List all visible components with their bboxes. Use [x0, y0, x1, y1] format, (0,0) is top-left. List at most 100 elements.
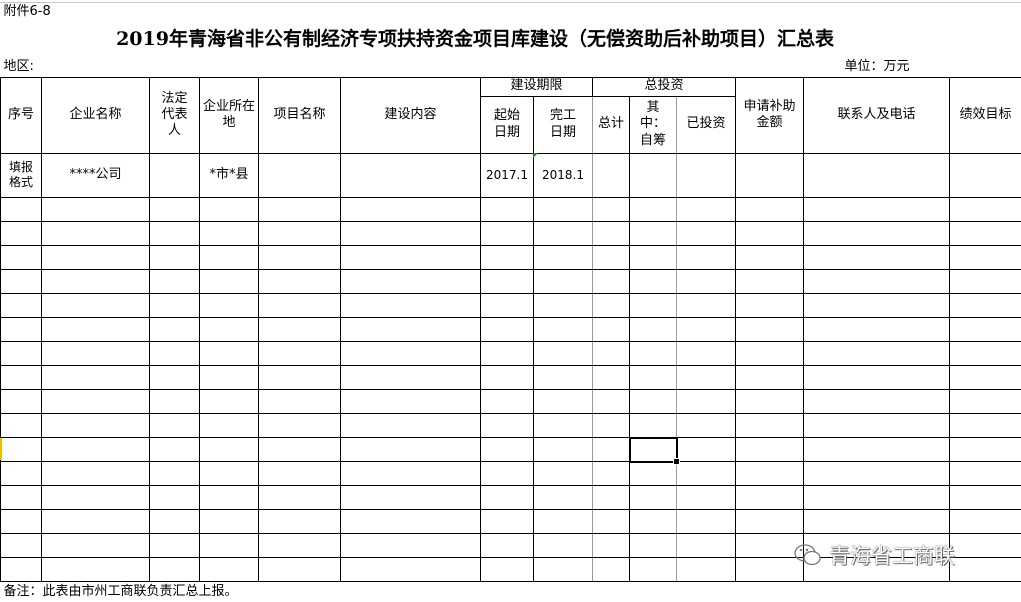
cell[interactable]	[0, 460, 42, 486]
header-self-raised[interactable]: 其中：自筹	[629, 95, 677, 154]
header-start-date[interactable]: 起始日期	[480, 95, 534, 154]
cell[interactable]	[199, 484, 259, 510]
cell[interactable]	[41, 388, 150, 414]
cell[interactable]	[802, 340, 951, 366]
example-company-name[interactable]: ****公司	[41, 152, 150, 198]
cell[interactable]	[735, 508, 804, 534]
cell[interactable]	[802, 508, 951, 534]
cell[interactable]	[592, 556, 630, 582]
cell[interactable]	[676, 316, 736, 342]
header-seq[interactable]: 序号	[0, 76, 42, 154]
cell[interactable]	[735, 484, 804, 510]
cell[interactable]	[592, 316, 630, 342]
cell[interactable]	[480, 316, 534, 342]
cell[interactable]	[199, 388, 259, 414]
cell[interactable]	[258, 556, 341, 582]
cell[interactable]	[41, 244, 150, 270]
header-period[interactable]: 建设期限	[480, 76, 593, 97]
header-location[interactable]: 企业所在地	[199, 76, 259, 154]
cell[interactable]	[802, 412, 951, 438]
cell[interactable]	[41, 340, 150, 366]
cell[interactable]	[629, 268, 677, 294]
cell[interactable]	[592, 508, 630, 534]
cell[interactable]	[258, 460, 341, 486]
cell[interactable]	[592, 364, 630, 390]
cell[interactable]	[949, 364, 1021, 390]
cell[interactable]	[149, 268, 200, 294]
cell[interactable]	[629, 460, 677, 486]
cell[interactable]	[802, 316, 951, 342]
cell[interactable]	[0, 220, 42, 246]
cell[interactable]	[676, 436, 736, 462]
cell[interactable]	[480, 388, 534, 414]
cell[interactable]	[949, 532, 1021, 558]
cell[interactable]	[629, 388, 677, 414]
cell[interactable]	[340, 316, 481, 342]
cell[interactable]	[592, 388, 630, 414]
cell[interactable]	[949, 436, 1021, 462]
cell[interactable]	[199, 196, 259, 222]
cell[interactable]	[949, 340, 1021, 366]
cell[interactable]	[629, 244, 677, 270]
cell[interactable]	[480, 196, 534, 222]
cell[interactable]	[480, 364, 534, 390]
cell[interactable]	[0, 244, 42, 270]
cell[interactable]	[340, 460, 481, 486]
cell[interactable]	[340, 340, 481, 366]
example-legal-rep[interactable]	[149, 152, 200, 198]
cell[interactable]	[480, 460, 534, 486]
cell[interactable]	[533, 388, 593, 414]
cell[interactable]	[199, 364, 259, 390]
cell[interactable]	[258, 388, 341, 414]
cell[interactable]	[735, 340, 804, 366]
cell[interactable]	[41, 220, 150, 246]
cell[interactable]	[949, 412, 1021, 438]
cell[interactable]	[676, 412, 736, 438]
example-start-date[interactable]: 2017.1	[480, 152, 534, 198]
cell[interactable]	[340, 196, 481, 222]
cell[interactable]	[676, 268, 736, 294]
header-total[interactable]: 总计	[592, 95, 630, 154]
cell[interactable]	[0, 388, 42, 414]
example-content[interactable]	[340, 152, 481, 198]
cell[interactable]	[199, 436, 259, 462]
cell[interactable]	[629, 556, 677, 582]
cell[interactable]	[533, 436, 593, 462]
cell[interactable]	[592, 532, 630, 558]
cell[interactable]	[480, 268, 534, 294]
cell[interactable]	[629, 152, 677, 198]
cell[interactable]	[0, 412, 42, 438]
cell[interactable]	[949, 292, 1021, 318]
cell[interactable]	[480, 292, 534, 318]
cell[interactable]	[199, 340, 259, 366]
cell[interactable]	[592, 460, 630, 486]
cell[interactable]	[533, 412, 593, 438]
cell[interactable]	[41, 484, 150, 510]
cell[interactable]	[676, 220, 736, 246]
cell[interactable]	[533, 508, 593, 534]
cell[interactable]	[149, 196, 200, 222]
cell[interactable]	[0, 364, 42, 390]
cell[interactable]	[676, 532, 736, 558]
cell[interactable]	[41, 436, 150, 462]
cell[interactable]	[533, 316, 593, 342]
cell[interactable]	[533, 244, 593, 270]
cell[interactable]	[480, 556, 534, 582]
cell[interactable]	[950, 2, 1021, 22]
cell[interactable]	[340, 268, 481, 294]
cell[interactable]	[735, 364, 804, 390]
cell[interactable]	[199, 316, 259, 342]
cell[interactable]	[199, 292, 259, 318]
cell[interactable]	[41, 196, 150, 222]
cell[interactable]	[340, 484, 481, 510]
cell[interactable]	[592, 152, 630, 198]
cell[interactable]	[0, 556, 42, 582]
cell[interactable]	[950, 22, 1021, 58]
cell[interactable]	[258, 412, 341, 438]
footer-note[interactable]: 备注：此表由市州工商联负责汇总上报。	[3, 583, 238, 599]
cell[interactable]	[676, 556, 736, 582]
cell[interactable]	[258, 316, 341, 342]
cell[interactable]	[676, 388, 736, 414]
cell[interactable]	[41, 412, 150, 438]
cell[interactable]	[149, 556, 200, 582]
